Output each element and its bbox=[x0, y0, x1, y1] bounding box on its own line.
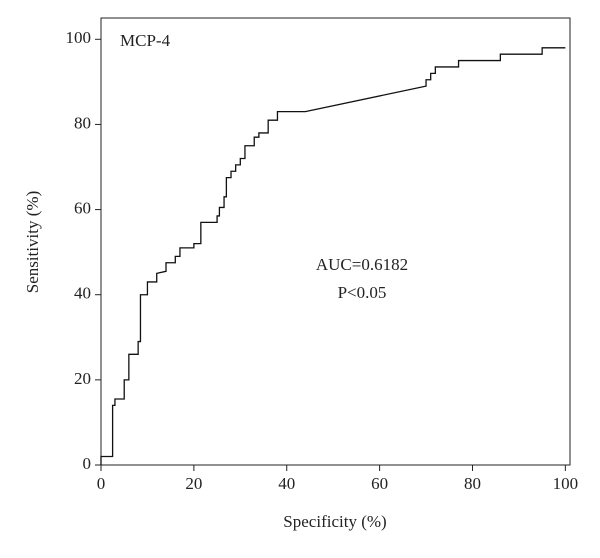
x-tick-label: 60 bbox=[371, 474, 388, 493]
x-axis-label: Specificity (%) bbox=[283, 512, 386, 531]
x-tick-label: 100 bbox=[553, 474, 579, 493]
plot-frame bbox=[100, 17, 571, 466]
y-tick-label: 100 bbox=[66, 28, 92, 47]
y-axis-label: Sensitivity (%) bbox=[23, 191, 42, 293]
y-tick-label: 0 bbox=[83, 454, 92, 473]
x-tick-label: 0 bbox=[97, 474, 106, 493]
x-tick-label: 20 bbox=[185, 474, 202, 493]
roc-curve bbox=[100, 47, 566, 465]
y-tick-label: 40 bbox=[74, 284, 91, 303]
y-tick-label: 60 bbox=[74, 198, 91, 217]
x-tick-label: 80 bbox=[464, 474, 481, 493]
annotation: P<0.05 bbox=[338, 283, 387, 302]
annotation: MCP-4 bbox=[120, 31, 171, 50]
annotation: AUC=0.6182 bbox=[316, 255, 408, 274]
y-tick-label: 20 bbox=[74, 369, 91, 388]
x-tick-label: 40 bbox=[278, 474, 295, 493]
y-tick-label: 80 bbox=[74, 113, 91, 132]
